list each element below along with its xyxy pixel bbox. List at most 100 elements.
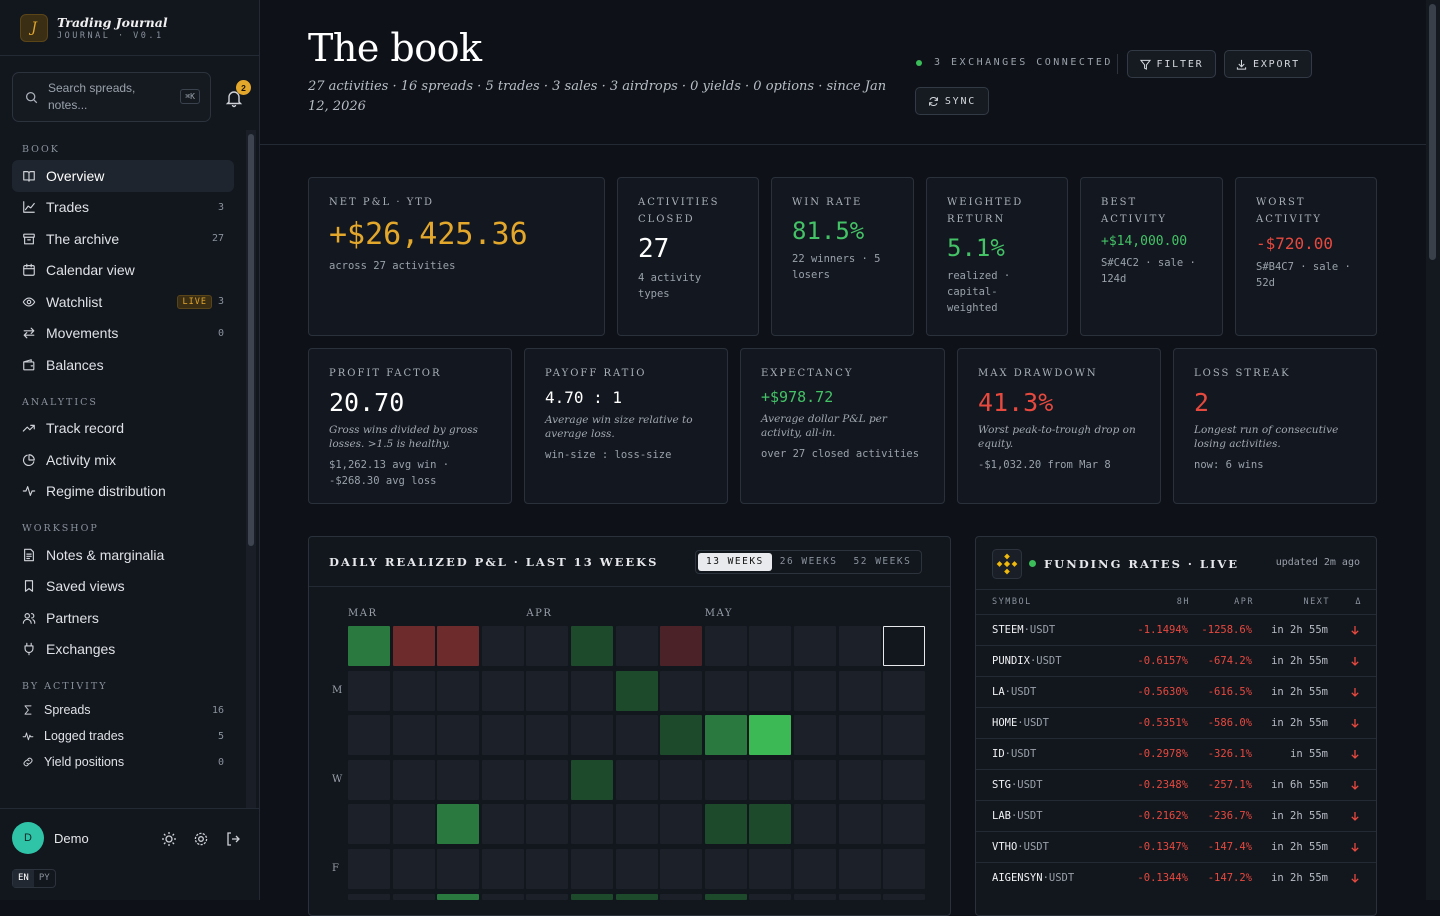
heatmap-cell[interactable]	[749, 626, 792, 666]
table-row[interactable]: ID·USDT -0.2978% -326.1% in 55m	[976, 738, 1376, 769]
heatmap-cell[interactable]	[883, 804, 926, 845]
heatmap-cell[interactable]	[794, 849, 836, 889]
heatmap-cell[interactable]	[883, 715, 926, 756]
heatmap-cell[interactable]	[481, 849, 524, 889]
search-input[interactable]: Search spreads, notes... ⌘K	[12, 72, 211, 122]
heatmap-cell[interactable]	[615, 670, 658, 711]
heatmap-cell[interactable]	[392, 715, 435, 756]
heatmap-cell[interactable]	[571, 670, 613, 711]
heatmap-cell[interactable]	[392, 626, 435, 666]
table-row[interactable]: HOME·USDT -0.5351% -586.0% in 2h 55m	[976, 707, 1376, 738]
heatmap-cell[interactable]	[704, 670, 747, 711]
column-header[interactable]: 8H	[1176, 597, 1190, 607]
heatmap-cell[interactable]	[660, 849, 703, 889]
heatmap-cell[interactable]	[838, 715, 881, 756]
logout-icon[interactable]	[225, 831, 241, 847]
heatmap-cell[interactable]	[794, 804, 836, 845]
heatmap-cell[interactable]	[526, 626, 569, 666]
heatmap-cell[interactable]	[615, 715, 658, 756]
heatmap-cell[interactable]	[437, 804, 480, 845]
heatmap-cell[interactable]	[794, 759, 836, 800]
sidebar-item-yield-positions[interactable]: Yield positions 0	[12, 749, 234, 775]
sync-button[interactable]: SYNC	[915, 87, 989, 115]
export-button[interactable]: EXPORT	[1224, 50, 1312, 78]
table-row[interactable]: LA·USDT -0.5630% -616.5% in 2h 55m	[976, 676, 1376, 707]
heatmap-cell[interactable]	[526, 670, 569, 711]
heatmap-cell[interactable]	[838, 626, 881, 666]
heatmap-cell[interactable]	[481, 715, 524, 756]
heatmap-cell[interactable]	[571, 849, 613, 889]
heatmap-cell[interactable]	[749, 670, 792, 711]
column-header[interactable]: SYMBOL	[992, 597, 1032, 607]
heatmap-cell[interactable]	[437, 715, 480, 756]
heatmap-cell[interactable]	[704, 626, 747, 666]
filter-button[interactable]: FILTER	[1127, 50, 1216, 78]
sidebar-item-the-archive[interactable]: The archive 27	[12, 223, 234, 255]
heatmap-cell[interactable]	[704, 715, 747, 756]
table-row[interactable]: AIGENSYN·USDT -0.1344% -147.2% in 2h 55m	[976, 862, 1376, 893]
sidebar-item-trades[interactable]: Trades 3	[12, 192, 234, 224]
heatmap-cell[interactable]	[883, 849, 926, 889]
heatmap-cell[interactable]	[704, 893, 747, 900]
heatmap-cell[interactable]	[526, 759, 569, 800]
heatmap-cell[interactable]	[660, 670, 703, 711]
heatmap-cell[interactable]	[437, 849, 480, 889]
heatmap-cell[interactable]	[749, 804, 792, 845]
heatmap-cell[interactable]	[481, 759, 524, 800]
heatmap-cell[interactable]	[437, 759, 480, 800]
heatmap-cell[interactable]	[481, 670, 524, 711]
heatmap-cell[interactable]	[526, 849, 569, 889]
heatmap-cell[interactable]	[526, 715, 569, 756]
heatmap-cell[interactable]	[615, 893, 658, 900]
avatar[interactable]: D	[12, 822, 44, 854]
sidebar-item-activity-mix[interactable]: Activity mix	[12, 444, 234, 476]
sidebar-item-regime-distribution[interactable]: Regime distribution	[12, 476, 234, 508]
sidebar-item-track-record[interactable]: Track record	[12, 413, 234, 445]
lang-option-en[interactable]: EN	[13, 870, 34, 887]
heatmap-cell[interactable]	[348, 804, 390, 845]
heatmap-cell[interactable]	[615, 849, 658, 889]
heatmap-cell[interactable]	[392, 670, 435, 711]
heatmap-cell[interactable]	[704, 759, 747, 800]
range-52-weeks[interactable]: 52 WEEKS	[853, 556, 912, 567]
heatmap-cell[interactable]	[749, 715, 792, 756]
table-row[interactable]: PUNDIX·USDT -0.6157% -674.2% in 2h 55m	[976, 645, 1376, 676]
sidebar-item-watchlist[interactable]: Watchlist LIVE 3	[12, 286, 234, 318]
sidebar-item-overview[interactable]: Overview	[12, 160, 234, 192]
column-header[interactable]: Δ	[1355, 597, 1362, 607]
heatmap-cell[interactable]	[348, 670, 390, 711]
sidebar-item-logged-trades[interactable]: Logged trades 5	[12, 723, 234, 749]
heatmap-cell[interactable]	[660, 893, 703, 900]
heatmap-cell[interactable]	[838, 759, 881, 800]
heatmap-cell[interactable]	[348, 893, 390, 900]
heatmap-cell[interactable]	[838, 804, 881, 845]
heatmap-cell[interactable]	[571, 893, 613, 900]
heatmap-cell[interactable]	[794, 715, 836, 756]
heatmap-cell[interactable]	[392, 804, 435, 845]
heatmap-cell[interactable]	[749, 849, 792, 889]
sidebar-item-notes-marginalia[interactable]: Notes & marginalia	[12, 539, 234, 571]
heatmap-cell[interactable]	[794, 626, 836, 666]
heatmap-cell[interactable]	[437, 626, 480, 666]
heatmap-cell[interactable]	[615, 804, 658, 845]
table-row[interactable]: VTHO·USDT -0.1347% -147.4% in 2h 55m	[976, 831, 1376, 862]
sidebar-item-balances[interactable]: Balances	[12, 349, 234, 381]
heatmap-cell[interactable]	[883, 670, 926, 711]
heatmap-cell[interactable]	[437, 670, 480, 711]
heatmap-cell[interactable]	[838, 849, 881, 889]
heatmap-cell[interactable]	[615, 626, 658, 666]
heatmap-cell[interactable]	[437, 893, 480, 900]
range-selector[interactable]: 13 WEEKS 26 WEEKS 52 WEEKS	[695, 550, 923, 574]
heatmap-cell[interactable]	[838, 670, 881, 711]
bell-icon[interactable]	[224, 88, 244, 108]
column-header[interactable]: NEXT	[1303, 597, 1330, 607]
heatmap-cell[interactable]	[392, 893, 435, 900]
heatmap-cell[interactable]	[348, 849, 390, 889]
heatmap-cell[interactable]	[571, 804, 613, 845]
heatmap-cell[interactable]	[526, 893, 569, 900]
range-13-weeks[interactable]: 13 WEEKS	[698, 553, 772, 571]
heatmap-cell[interactable]	[481, 893, 524, 900]
sidebar-item-spreads[interactable]: Spreads 16	[12, 697, 234, 723]
heatmap-cell[interactable]	[615, 759, 658, 800]
sidebar-item-saved-views[interactable]: Saved views	[12, 571, 234, 603]
